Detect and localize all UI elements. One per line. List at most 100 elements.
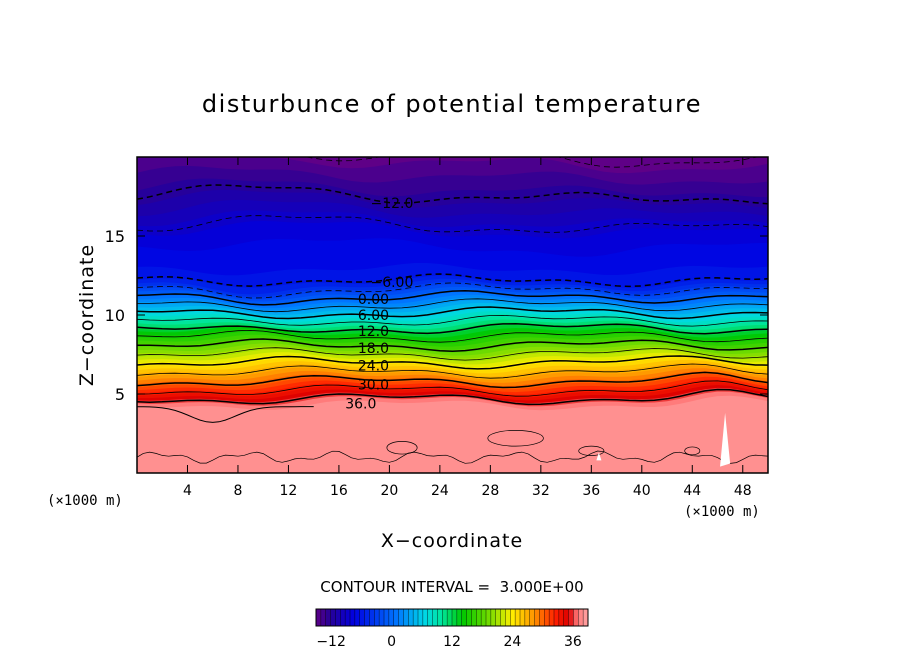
closed-contour xyxy=(578,445,605,456)
colorbar-cell xyxy=(573,609,579,626)
contour-label: 30.0 xyxy=(358,378,389,394)
closed-contour xyxy=(684,446,701,456)
closed-contour xyxy=(487,429,544,447)
contour-line xyxy=(137,380,768,397)
colorbar-tick-label: 0 xyxy=(387,634,396,650)
colorbar-cell xyxy=(345,609,351,626)
colorbar-cell xyxy=(563,609,569,626)
colorbar-cell xyxy=(359,609,365,626)
colorbar-cell xyxy=(490,609,497,626)
colorbar-cell xyxy=(510,609,516,626)
colorbar-cell xyxy=(452,609,458,626)
contour-label: 18.0 xyxy=(358,341,389,357)
white-patch xyxy=(596,452,602,461)
colorbar xyxy=(315,608,589,627)
colorbar-cell xyxy=(568,609,574,626)
colorbar-tick-labels: −12 0 12 24 36 xyxy=(316,634,582,650)
y-axis-label: Z−coordinate xyxy=(76,244,98,386)
colorbar-tick-label: 12 xyxy=(443,634,461,650)
colorbar-cell xyxy=(500,609,506,626)
colorbar-cell xyxy=(534,609,540,626)
colorbar-cell xyxy=(340,609,346,626)
colorbar-cell xyxy=(427,609,433,626)
colorbar-cell xyxy=(466,609,472,626)
contour-line xyxy=(137,388,768,406)
dip-contour xyxy=(137,406,314,423)
contour-line xyxy=(137,363,768,379)
colorbar-tick-label: 36 xyxy=(564,634,582,650)
contour-label: 24.0 xyxy=(358,359,389,375)
colorbar-cell xyxy=(437,609,443,626)
colorbar-cell xyxy=(524,609,531,626)
y-tick-label: 10 xyxy=(105,306,125,325)
colorbar-cell xyxy=(578,609,584,626)
contour-interval-text: CONTOUR INTERVAL = 3.000E+00 xyxy=(320,578,583,596)
color-band xyxy=(137,395,768,473)
colorbar-frame xyxy=(315,608,589,627)
x-tick-label: 44 xyxy=(683,483,701,499)
colorbar-tick-label: −12 xyxy=(316,634,346,650)
colorbar-cell xyxy=(476,609,482,626)
x-axis-label: X−coordinate xyxy=(381,530,523,552)
x-tick-label: 8 xyxy=(233,483,242,499)
contour-label: 12.0 xyxy=(358,324,389,340)
contour-line xyxy=(137,371,768,389)
chart-title: disturbunce of potential temperature xyxy=(202,90,702,118)
x-tick-label: 28 xyxy=(481,483,499,499)
colorbar-cell xyxy=(325,609,331,626)
contour-line xyxy=(137,347,768,361)
low-contour xyxy=(137,450,768,464)
contour-line xyxy=(137,289,768,306)
x-tick-label: 24 xyxy=(431,483,449,499)
x-tick-label: 48 xyxy=(734,483,752,499)
colorbar-cell xyxy=(520,609,526,626)
colorbar-cell xyxy=(442,609,448,626)
closed-contour xyxy=(386,441,418,455)
colorbar-cell xyxy=(403,609,409,626)
colorbar-cell xyxy=(369,609,375,626)
colorbar-cell xyxy=(544,609,550,626)
contour-label: 6.00 xyxy=(358,308,389,324)
colorbar-cell xyxy=(335,609,341,626)
colorbar-cell xyxy=(554,609,560,626)
colorbar-cell xyxy=(316,609,322,626)
y-tick-label: 15 xyxy=(105,227,125,246)
colorbar-cell xyxy=(388,609,395,626)
contour-line xyxy=(137,314,768,327)
colorbar-tick-label: 24 xyxy=(504,634,522,650)
colorbar-cell xyxy=(379,609,385,626)
colorbar-cell xyxy=(408,609,414,626)
colorbar-cell xyxy=(398,609,404,626)
colorbar-cell xyxy=(432,609,438,626)
x-axis-unit-left: (×1000 m) xyxy=(47,493,123,509)
colorbar-cell xyxy=(374,609,380,626)
colorbar-cell xyxy=(529,609,535,626)
contour-line xyxy=(137,338,768,352)
colorbar-cell xyxy=(495,609,501,626)
x-tick-label: 16 xyxy=(330,483,348,499)
colorbar-cell xyxy=(471,609,477,626)
contour-label: 0.00 xyxy=(358,292,389,308)
contour-label: −12.0 xyxy=(370,196,413,212)
lower-layer-detail xyxy=(137,406,768,467)
x-tick-label: 20 xyxy=(380,483,398,499)
x-axis-unit-right: (×1000 m) xyxy=(684,504,760,520)
colorbar-cell xyxy=(384,609,390,626)
x-axis-ticks: 4 8 12 16 20 24 28 32 36 40 44 48 xyxy=(183,157,752,499)
x-tick-label: 32 xyxy=(532,483,550,499)
y-axis-ticks: 5 10 15 xyxy=(105,227,768,404)
plot-area xyxy=(137,157,768,473)
colorbar-cell xyxy=(418,609,424,626)
contour-label: 36.0 xyxy=(345,396,376,412)
colorbar-cell xyxy=(422,609,429,626)
colorbar-cell xyxy=(330,609,336,626)
x-tick-label: 40 xyxy=(633,483,651,499)
colorbar-cell xyxy=(350,609,356,626)
colorbar-cell xyxy=(393,609,399,626)
colorbar-cell xyxy=(364,609,370,626)
colorbar-cell xyxy=(515,609,521,626)
colorbar-cell xyxy=(486,609,492,626)
contour-label: −6.00 xyxy=(370,275,413,291)
colorbar-cell xyxy=(413,609,419,626)
